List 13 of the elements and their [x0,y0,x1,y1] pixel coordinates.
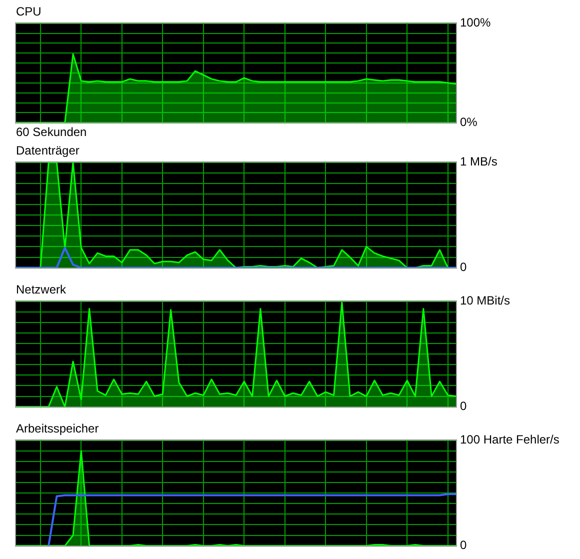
y-tick-label: 100% [460,16,492,30]
y-tick-label: 0 [460,538,467,552]
y-tick-label: 0% [460,114,478,129]
y-tick-label: 1 MB/s [460,154,498,169]
y-tick-label: 10 MBit/s [460,294,510,308]
chart-title: CPU [16,4,42,19]
chart-title: Arbeitsspeicher [16,422,99,436]
y-tick-label: 100 Harte Fehler/s [460,432,560,447]
chart-title: Netzwerk [16,282,68,297]
y-tick-label: 0 [460,399,467,414]
y-tick-label: 0 [460,260,467,274]
x-axis-title: 60 Sekunden [16,125,87,140]
chart-title: Datenträger [16,144,80,158]
